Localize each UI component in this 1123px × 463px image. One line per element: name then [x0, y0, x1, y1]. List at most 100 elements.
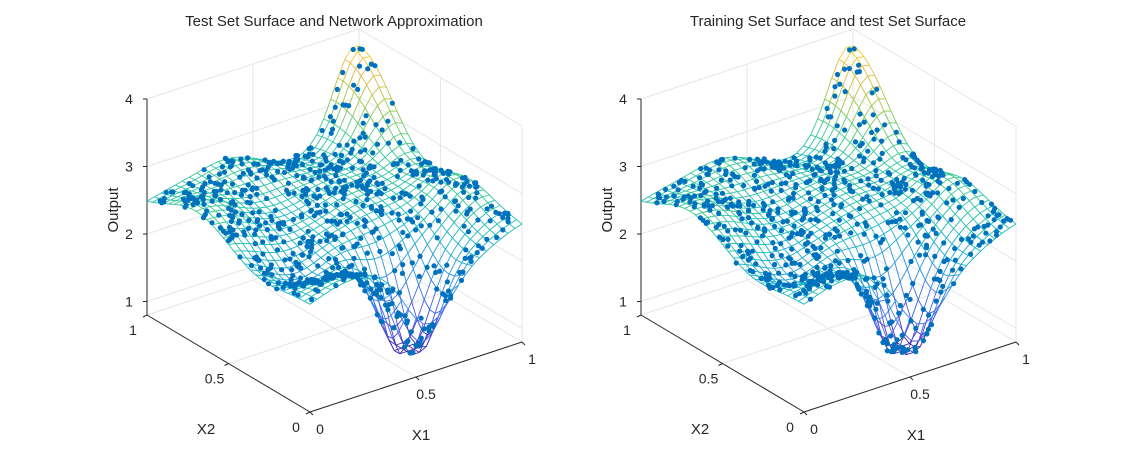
data-point	[852, 139, 859, 145]
mesh-segment	[734, 250, 741, 259]
data-point	[389, 288, 395, 294]
data-point	[433, 269, 439, 276]
data-point	[500, 227, 506, 233]
mesh-segment	[401, 299, 410, 311]
data-point	[463, 247, 469, 253]
mesh-segment	[724, 187, 731, 194]
mesh-segment	[460, 206, 469, 215]
mesh-segment	[237, 183, 245, 187]
data-point	[438, 167, 444, 173]
mesh-segment	[393, 133, 402, 138]
data-point	[232, 190, 238, 196]
mesh-segment	[250, 269, 258, 271]
mesh-segment	[267, 279, 274, 284]
mesh-segment	[455, 248, 464, 261]
data-point	[889, 180, 895, 186]
chart-title: Training Set Surface and test Set Surfac…	[690, 13, 966, 30]
mesh-segment	[902, 309, 911, 320]
mesh-segment	[152, 201, 158, 204]
mesh-segment	[368, 244, 375, 260]
mesh-segment	[287, 265, 295, 269]
mesh-segment	[373, 211, 380, 218]
mesh-segment	[1008, 223, 1017, 229]
mesh-segment	[850, 234, 858, 239]
data-point	[768, 188, 774, 194]
mesh-segment	[790, 216, 797, 222]
mesh-segment	[384, 299, 393, 302]
data-point	[862, 220, 868, 226]
mesh-segment	[426, 194, 433, 200]
data-point	[810, 269, 816, 275]
mesh-segment	[840, 189, 847, 194]
mesh-segment	[384, 150, 393, 158]
mesh-segment	[336, 176, 343, 181]
mesh-segment	[403, 184, 411, 191]
mesh-segment	[802, 257, 809, 264]
mesh-segment	[452, 284, 459, 290]
mesh-segment	[309, 217, 316, 222]
mesh-segment	[465, 265, 473, 275]
mesh-segment	[390, 307, 397, 316]
mesh-segment	[275, 193, 283, 198]
mesh-segment	[866, 150, 874, 159]
data-point	[754, 168, 761, 174]
mesh-segment	[853, 99, 860, 109]
scatter-points	[654, 46, 1014, 355]
mesh-segment	[735, 216, 742, 223]
mesh-segment	[398, 292, 406, 317]
mesh-segment	[411, 301, 418, 320]
mesh-segment	[319, 261, 327, 268]
mesh-segment	[796, 251, 803, 259]
mesh-segment	[397, 324, 404, 343]
mesh-segment	[316, 294, 325, 300]
data-point	[809, 166, 815, 172]
mesh-segment	[769, 221, 777, 225]
mesh-segment	[759, 266, 768, 269]
mesh-segment	[323, 99, 332, 120]
mesh-segment	[867, 207, 875, 212]
mesh-segment	[269, 188, 278, 192]
mesh-segment	[344, 59, 351, 64]
mesh-segment	[941, 275, 950, 293]
mesh-segment	[951, 188, 959, 195]
mesh-segment	[640, 196, 649, 202]
data-point	[389, 100, 395, 106]
mesh-segment	[392, 332, 399, 339]
mesh-segment	[369, 195, 378, 200]
data-point	[735, 174, 741, 180]
data-point	[331, 190, 337, 196]
mesh-segment	[325, 224, 334, 230]
mesh-segment	[851, 193, 859, 198]
mesh-segment	[989, 234, 996, 240]
mesh-segment	[343, 148, 350, 153]
mesh-segment	[346, 276, 353, 280]
mesh-segment	[951, 233, 960, 244]
mesh-segment	[409, 159, 416, 165]
mesh-segment	[926, 241, 935, 255]
data-point	[245, 225, 252, 231]
mesh-segment	[418, 340, 426, 353]
mesh-segment	[274, 196, 282, 204]
data-point	[675, 187, 681, 193]
mesh-segment	[879, 315, 886, 320]
mesh-segment	[327, 281, 333, 285]
mesh-segment	[470, 231, 478, 240]
mesh-segment	[349, 177, 356, 182]
mesh-segment	[335, 80, 344, 103]
mesh-segment	[259, 207, 266, 214]
mesh-segment	[730, 191, 738, 194]
data-point	[434, 286, 440, 292]
data-point	[298, 212, 305, 218]
mesh-segment	[836, 179, 843, 184]
mesh-segment	[904, 218, 911, 227]
mesh-segment	[287, 195, 295, 201]
mesh-segment	[857, 168, 866, 173]
data-point	[391, 325, 397, 331]
mesh-segment	[203, 187, 212, 191]
mesh-segment	[201, 175, 208, 180]
mesh-segment	[480, 202, 489, 208]
mesh-segment	[202, 206, 211, 209]
mesh-segment	[273, 173, 281, 176]
mesh-segment	[874, 256, 882, 277]
mesh-segment	[397, 181, 406, 187]
